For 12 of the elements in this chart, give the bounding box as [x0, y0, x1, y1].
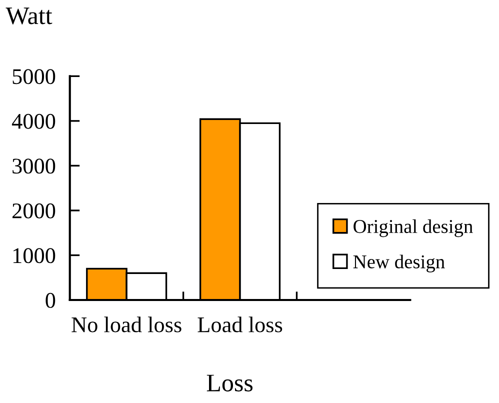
legend-label: New design	[353, 254, 445, 272]
y-tick-label: 0	[46, 292, 56, 308]
y-tick-label: 3000	[12, 158, 56, 174]
y-tick-label: 5000	[12, 69, 56, 84]
legend-label: Original design	[354, 219, 473, 238]
y-tick-label: 2000	[12, 203, 56, 218]
x-axis-title: Loss	[206, 374, 253, 392]
y-tick-label: 4000	[12, 114, 56, 129]
x-tick-label: Load loss	[198, 316, 282, 332]
y-axis-title: Watt	[6, 8, 52, 24]
x-tick-label: No load loss	[72, 316, 182, 332]
y-tick-label: 1000	[13, 248, 56, 264]
